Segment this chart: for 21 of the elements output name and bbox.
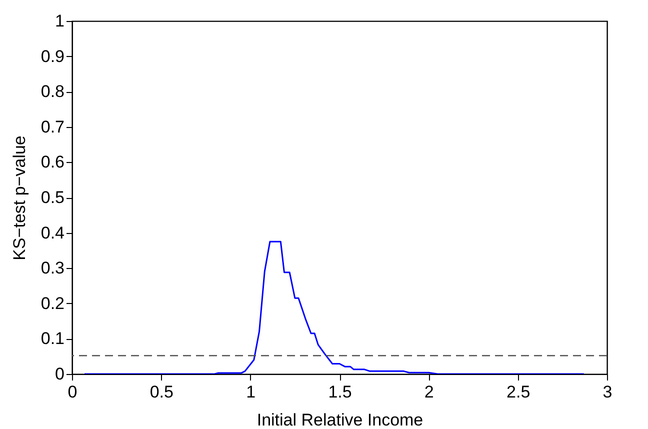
y-tick-label: 0.3 — [40, 258, 64, 278]
y-tick-label: 1 — [55, 12, 64, 30]
x-axis-title: Initial Relative Income — [256, 410, 424, 429]
y-tick-label: 0.7 — [40, 117, 64, 136]
y-tick-label: 0.4 — [40, 223, 64, 242]
y-axis-title: KS−test p−value — [10, 136, 29, 260]
x-tick-label: 3 — [602, 382, 612, 402]
y-tick-label: 0.6 — [40, 152, 64, 172]
x-tick-label: 0.5 — [150, 382, 174, 402]
y-tick-label: 0.8 — [40, 82, 64, 102]
x-tick-label: 2 — [424, 382, 434, 402]
line-series — [84, 240, 585, 374]
y-tick-label: 0 — [55, 364, 64, 384]
y-tick-label: 0.1 — [40, 329, 64, 348]
x-tick-label: 2.5 — [506, 382, 530, 402]
x-tick-label: 1 — [246, 382, 256, 402]
y-tick-label: 0.5 — [40, 188, 64, 207]
x-tick-label: 1.5 — [328, 382, 352, 402]
x-tick-label: 0 — [68, 382, 78, 402]
y-tick-label: 0.9 — [40, 46, 64, 66]
y-tick-label: 0.2 — [40, 294, 64, 313]
